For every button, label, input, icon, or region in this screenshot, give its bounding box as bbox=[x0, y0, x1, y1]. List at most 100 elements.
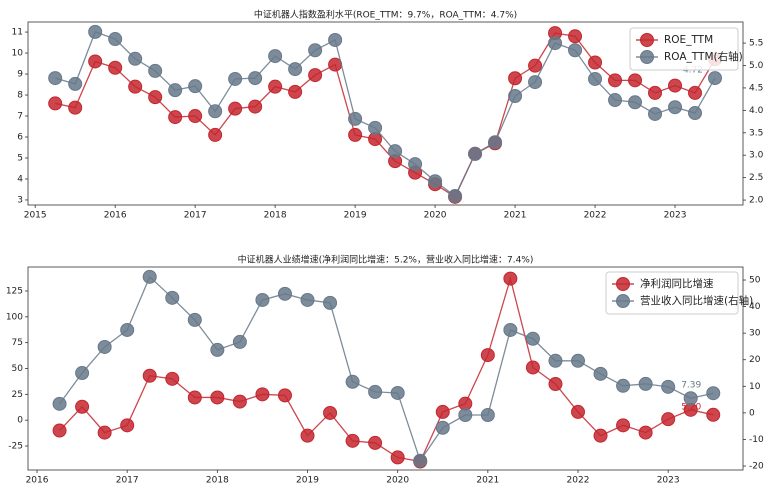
marker bbox=[390, 385, 405, 400]
marker bbox=[148, 90, 163, 105]
y-tick-label: 125 bbox=[6, 286, 23, 296]
marker bbox=[48, 96, 63, 111]
marker bbox=[608, 93, 623, 108]
marker bbox=[232, 334, 247, 349]
x-tick-label: 2017 bbox=[184, 211, 207, 221]
marker bbox=[188, 109, 203, 124]
marker bbox=[52, 423, 67, 438]
marker bbox=[688, 85, 703, 100]
marker bbox=[300, 428, 315, 443]
series-line bbox=[55, 32, 716, 198]
y-tick-label: 9 bbox=[17, 70, 23, 80]
marker bbox=[228, 71, 243, 86]
marker bbox=[97, 339, 112, 354]
marker bbox=[428, 174, 443, 189]
marker bbox=[208, 104, 223, 119]
marker bbox=[108, 60, 123, 75]
marker bbox=[638, 425, 653, 440]
marker bbox=[628, 95, 643, 110]
legend-marker bbox=[640, 33, 654, 47]
marker bbox=[142, 368, 157, 383]
marker bbox=[568, 43, 583, 58]
marker bbox=[706, 386, 721, 401]
y2-tick-label: 2.0 bbox=[749, 196, 764, 206]
marker bbox=[165, 371, 180, 386]
y2-tick-label: -10 bbox=[749, 435, 764, 445]
marker bbox=[648, 85, 663, 100]
marker bbox=[608, 73, 623, 88]
marker bbox=[688, 106, 703, 121]
x-tick-label: 2021 bbox=[476, 476, 499, 486]
legend-box bbox=[605, 271, 739, 315]
marker bbox=[683, 391, 698, 406]
chart-title: 中证机器人业绩增速(净利润同比增速：5.2%，营业收入同比增速：7.4%) bbox=[238, 254, 534, 266]
marker bbox=[255, 387, 270, 402]
legend-marker bbox=[640, 50, 654, 64]
y2-tick-label: 5.5 bbox=[749, 39, 763, 49]
y2-tick-label: 5.0 bbox=[749, 61, 764, 71]
marker bbox=[255, 292, 270, 307]
marker bbox=[468, 146, 483, 161]
x-tick-label: 2020 bbox=[424, 211, 447, 221]
marker bbox=[208, 127, 223, 142]
marker bbox=[348, 127, 363, 142]
series-line bbox=[55, 31, 716, 198]
marker bbox=[52, 396, 67, 411]
y-tick-label: 75 bbox=[12, 338, 23, 348]
marker bbox=[48, 71, 63, 86]
marker bbox=[593, 428, 608, 443]
marker bbox=[165, 290, 180, 305]
x-tick-label: 2023 bbox=[657, 476, 680, 486]
value-label: 4.72 bbox=[683, 66, 703, 76]
marker bbox=[480, 348, 495, 363]
y-tick-label: 5 bbox=[17, 153, 23, 163]
marker bbox=[480, 407, 495, 422]
marker bbox=[616, 418, 631, 433]
y2-tick-label: 4.5 bbox=[749, 83, 763, 93]
marker bbox=[661, 412, 676, 427]
marker bbox=[448, 189, 463, 204]
marker bbox=[588, 71, 603, 86]
marker bbox=[616, 378, 631, 393]
marker bbox=[128, 79, 143, 94]
y-tick-label: -25 bbox=[8, 442, 23, 452]
marker bbox=[503, 271, 518, 286]
x-tick-label: 2022 bbox=[584, 211, 607, 221]
legend-marker bbox=[616, 277, 630, 291]
y2-tick-label: 10 bbox=[749, 382, 761, 392]
y2-tick-label: 4.0 bbox=[749, 106, 764, 116]
x-tick-label: 2020 bbox=[386, 476, 409, 486]
marker bbox=[168, 110, 183, 125]
marker bbox=[348, 111, 363, 126]
marker bbox=[435, 404, 450, 419]
marker bbox=[120, 418, 135, 433]
value-label: 7.39 bbox=[681, 381, 701, 391]
marker bbox=[308, 43, 323, 58]
marker bbox=[588, 55, 603, 70]
y2-tick-label: -20 bbox=[749, 462, 764, 472]
marker bbox=[508, 89, 523, 104]
marker bbox=[75, 399, 90, 414]
legend-box bbox=[629, 27, 739, 71]
legend-label: ROA_TTM(右轴) bbox=[664, 50, 743, 63]
y-tick-label: 11 bbox=[12, 28, 23, 38]
marker bbox=[328, 32, 343, 47]
value-label: 5.20 bbox=[681, 402, 701, 412]
x-tick-label: 2023 bbox=[664, 211, 687, 221]
marker bbox=[708, 71, 723, 86]
marker bbox=[120, 322, 135, 337]
x-tick-label: 2016 bbox=[104, 211, 127, 221]
marker bbox=[503, 322, 518, 337]
marker bbox=[638, 376, 653, 391]
y-tick-label: 50 bbox=[12, 364, 24, 374]
marker bbox=[210, 342, 225, 357]
marker bbox=[390, 450, 405, 465]
y2-tick-label: 30 bbox=[749, 329, 761, 339]
marker bbox=[661, 379, 676, 394]
legend-marker bbox=[616, 294, 630, 308]
marker bbox=[168, 83, 183, 98]
marker bbox=[668, 78, 683, 93]
marker bbox=[300, 292, 315, 307]
marker bbox=[571, 404, 585, 419]
marker bbox=[345, 374, 360, 389]
